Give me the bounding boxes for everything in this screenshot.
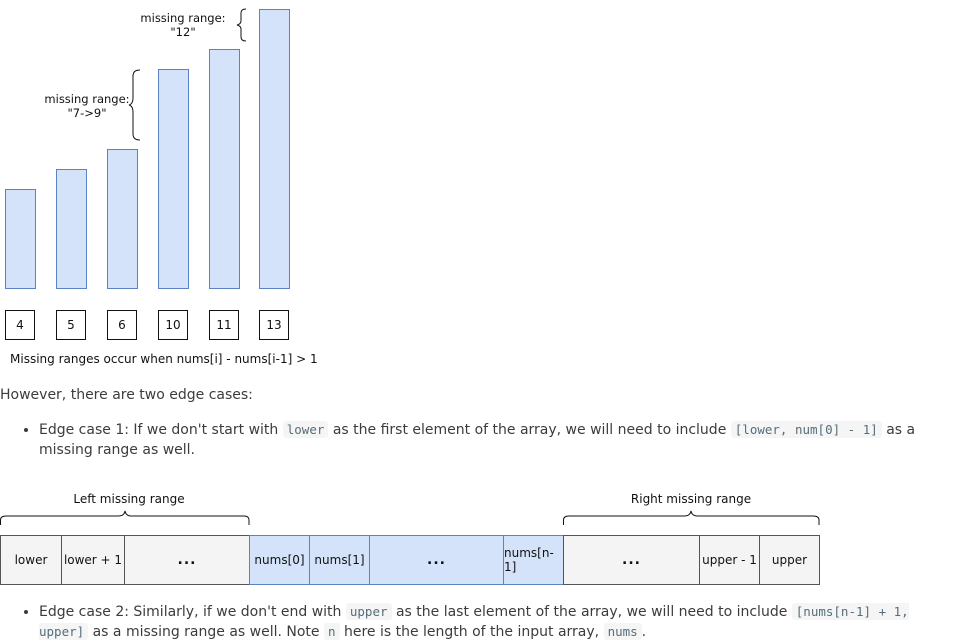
diagram-caption: Missing ranges occur when nums[i] - nums… — [10, 352, 318, 366]
value-box-4: 4 — [5, 310, 35, 340]
value-box-10: 10 — [158, 310, 188, 340]
cell-lower: lower — [0, 535, 62, 585]
right-missing-range-label: Right missing range — [630, 492, 752, 506]
edge-case-1-item: Edge case 1: If we don't start with lowe… — [39, 420, 957, 460]
bar-6 — [107, 149, 138, 289]
cell-nums-1: nums[1] — [309, 535, 370, 585]
edge-case-2-item: Edge case 2: Similarly, if we don't end … — [39, 602, 957, 642]
value-box-13: 13 — [259, 310, 289, 340]
edge-case-1: Edge case 1: If we don't start with lowe… — [0, 420, 957, 460]
missing-range-label-2: missing range: "12" — [140, 11, 226, 39]
brace-missing-range-1 — [128, 69, 141, 141]
right-range-brace — [563, 510, 820, 525]
cell-middle-ellipsis: ... — [369, 535, 504, 585]
bar-10 — [158, 69, 189, 289]
value-box-6: 6 — [107, 310, 137, 340]
cell-lower-plus-1: lower + 1 — [61, 535, 125, 585]
cell-upper-minus-1: upper - 1 — [699, 535, 760, 585]
intro-text: However, there are two edge cases: — [0, 387, 253, 403]
code-n: n — [324, 623, 340, 640]
edge-case-2: Edge case 2: Similarly, if we don't end … — [0, 602, 957, 642]
bar-5 — [56, 169, 87, 289]
cell-upper: upper — [759, 535, 820, 585]
brace-missing-range-2 — [236, 8, 247, 42]
value-box-11: 11 — [209, 310, 239, 340]
code-lower: lower — [282, 421, 329, 438]
cell-nums-n-1: nums[n-1] — [503, 535, 564, 585]
missing-range-label-1: missing range: "7->9" — [44, 92, 130, 120]
cell-nums-0: nums[0] — [249, 535, 310, 585]
left-range-brace — [0, 510, 250, 525]
left-missing-range-label: Left missing range — [73, 492, 185, 506]
code-lower-range: [lower, num[0] - 1] — [730, 421, 882, 438]
code-upper: upper — [345, 603, 392, 620]
bar-11 — [209, 49, 240, 289]
bar-13 — [259, 9, 290, 289]
cell-left-ellipsis: ... — [124, 535, 250, 585]
cell-right-ellipsis: ... — [563, 535, 700, 585]
value-box-5: 5 — [56, 310, 86, 340]
bar-4 — [5, 189, 36, 289]
code-nums: nums — [603, 623, 642, 640]
